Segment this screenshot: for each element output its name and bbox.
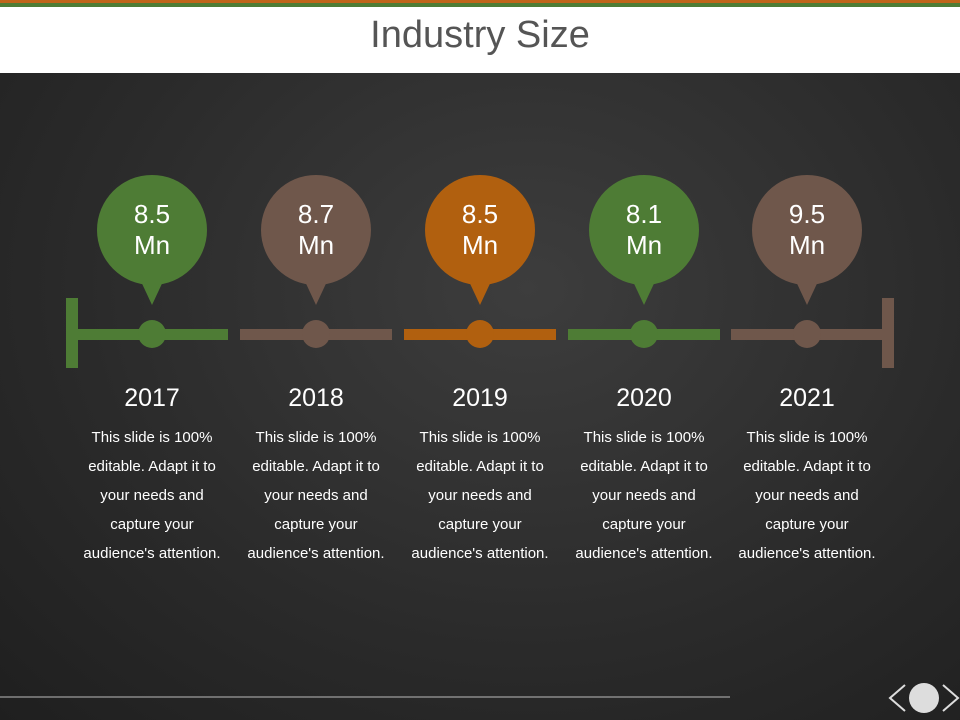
stripe xyxy=(0,0,960,3)
bubble-pointer xyxy=(138,275,166,305)
description: This slide is 100% editable. Adapt it to… xyxy=(247,429,385,562)
timeline-dot xyxy=(630,320,658,348)
description: This slide is 100% editable. Adapt it to… xyxy=(575,429,713,562)
description: This slide is 100% editable. Adapt it to… xyxy=(738,429,876,562)
bubble xyxy=(261,175,371,285)
bubble-pointer xyxy=(302,275,330,305)
bubble-value: 9.5 Mn xyxy=(788,199,826,260)
bubble xyxy=(752,175,862,285)
prev-arrow[interactable] xyxy=(888,684,906,712)
end-cap xyxy=(66,298,78,368)
next-arrow[interactable] xyxy=(942,684,960,712)
year: 2021 xyxy=(779,384,835,412)
bubble-pointer xyxy=(466,275,494,305)
stripe xyxy=(0,3,960,7)
year: 2019 xyxy=(452,384,508,412)
bubble-value: 8.1 Mn xyxy=(625,199,663,260)
bubble-value: 8.5 Mn xyxy=(133,199,171,260)
timeline-dot xyxy=(138,320,166,348)
bubble-value: 8.7 Mn xyxy=(297,199,335,260)
bubble xyxy=(97,175,207,285)
description: This slide is 100% editable. Adapt it to… xyxy=(83,429,221,562)
bubble-pointer xyxy=(793,275,821,305)
bubble xyxy=(589,175,699,285)
year: 2018 xyxy=(288,384,344,412)
timeline-dot xyxy=(466,320,494,348)
timeline-dot xyxy=(793,320,821,348)
title: Industry Size xyxy=(370,14,590,56)
description: This slide is 100% editable. Adapt it to… xyxy=(411,429,549,562)
bubble xyxy=(425,175,535,285)
end-cap xyxy=(882,298,894,368)
nav-dot[interactable] xyxy=(909,683,939,713)
bubble-value: 8.5 Mn xyxy=(461,199,499,260)
year: 2017 xyxy=(124,384,180,412)
bubble-pointer xyxy=(630,275,658,305)
header: Industry Size xyxy=(0,0,960,73)
year: 2020 xyxy=(616,384,672,412)
timeline-dot xyxy=(302,320,330,348)
